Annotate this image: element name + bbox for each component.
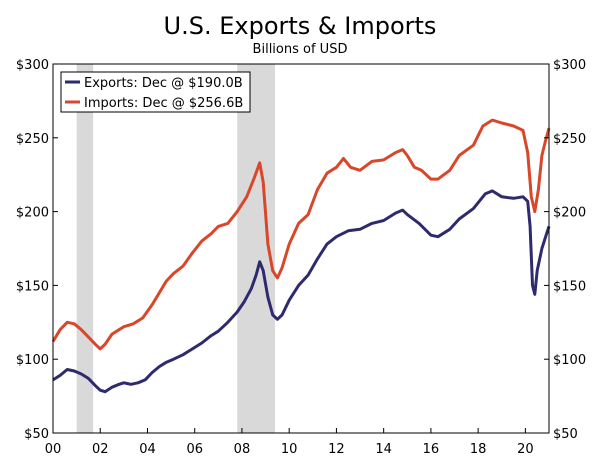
y-tick-label-left: $250 [16,132,49,147]
plot-area [52,63,550,434]
y-tick-label-left: $150 [16,279,49,294]
y-tick-label-right: $300 [553,58,586,73]
y-tick-label-right: $100 [553,353,586,368]
x-tick-label: 12 [328,442,345,457]
x-tick-label: 16 [423,442,440,457]
y-tick-label-left: $300 [16,58,49,73]
y-tick-label-right: $250 [553,132,586,147]
series-line-imports [51,118,551,351]
legend-box [60,71,251,113]
series-lines [51,118,551,394]
recession-shading [76,64,276,433]
x-tick-label: 02 [92,442,109,457]
x-tick-label: 20 [517,442,534,457]
y-tick-label-right: $150 [553,279,586,294]
x-tick-label: 08 [234,442,251,457]
recession-band-1 [76,64,94,433]
x-tick-label: 04 [139,442,156,457]
y-tick-label-right: $50 [553,427,578,442]
series-line-exports [52,189,551,394]
chart-subtitle: Billions of USD [253,42,348,57]
x-tick-label: 14 [375,442,392,457]
y-tick-label-right: $200 [553,206,586,221]
x-tick-label: 00 [45,442,62,457]
legend-label: Exports: Dec @ $190.0B [84,76,243,91]
chart-title: U.S. Exports & Imports [164,12,437,40]
y-tick-label-left: $50 [24,427,49,442]
legend-label: Imports: Dec @ $256.6B [84,96,243,111]
x-tick-label: 18 [470,442,487,457]
x-tick-label: 10 [281,442,298,457]
y-tick-label-left: $100 [16,353,49,368]
legend: Exports: Dec @ $190.0B Imports: Dec @ $25… [60,71,251,113]
x-tick-label: 06 [186,442,203,457]
axes: $50 $50 $100 $100 $150 $150 $200 $200 $250 $250 $3… [16,58,586,457]
y-tick-label-left: $200 [16,206,49,221]
